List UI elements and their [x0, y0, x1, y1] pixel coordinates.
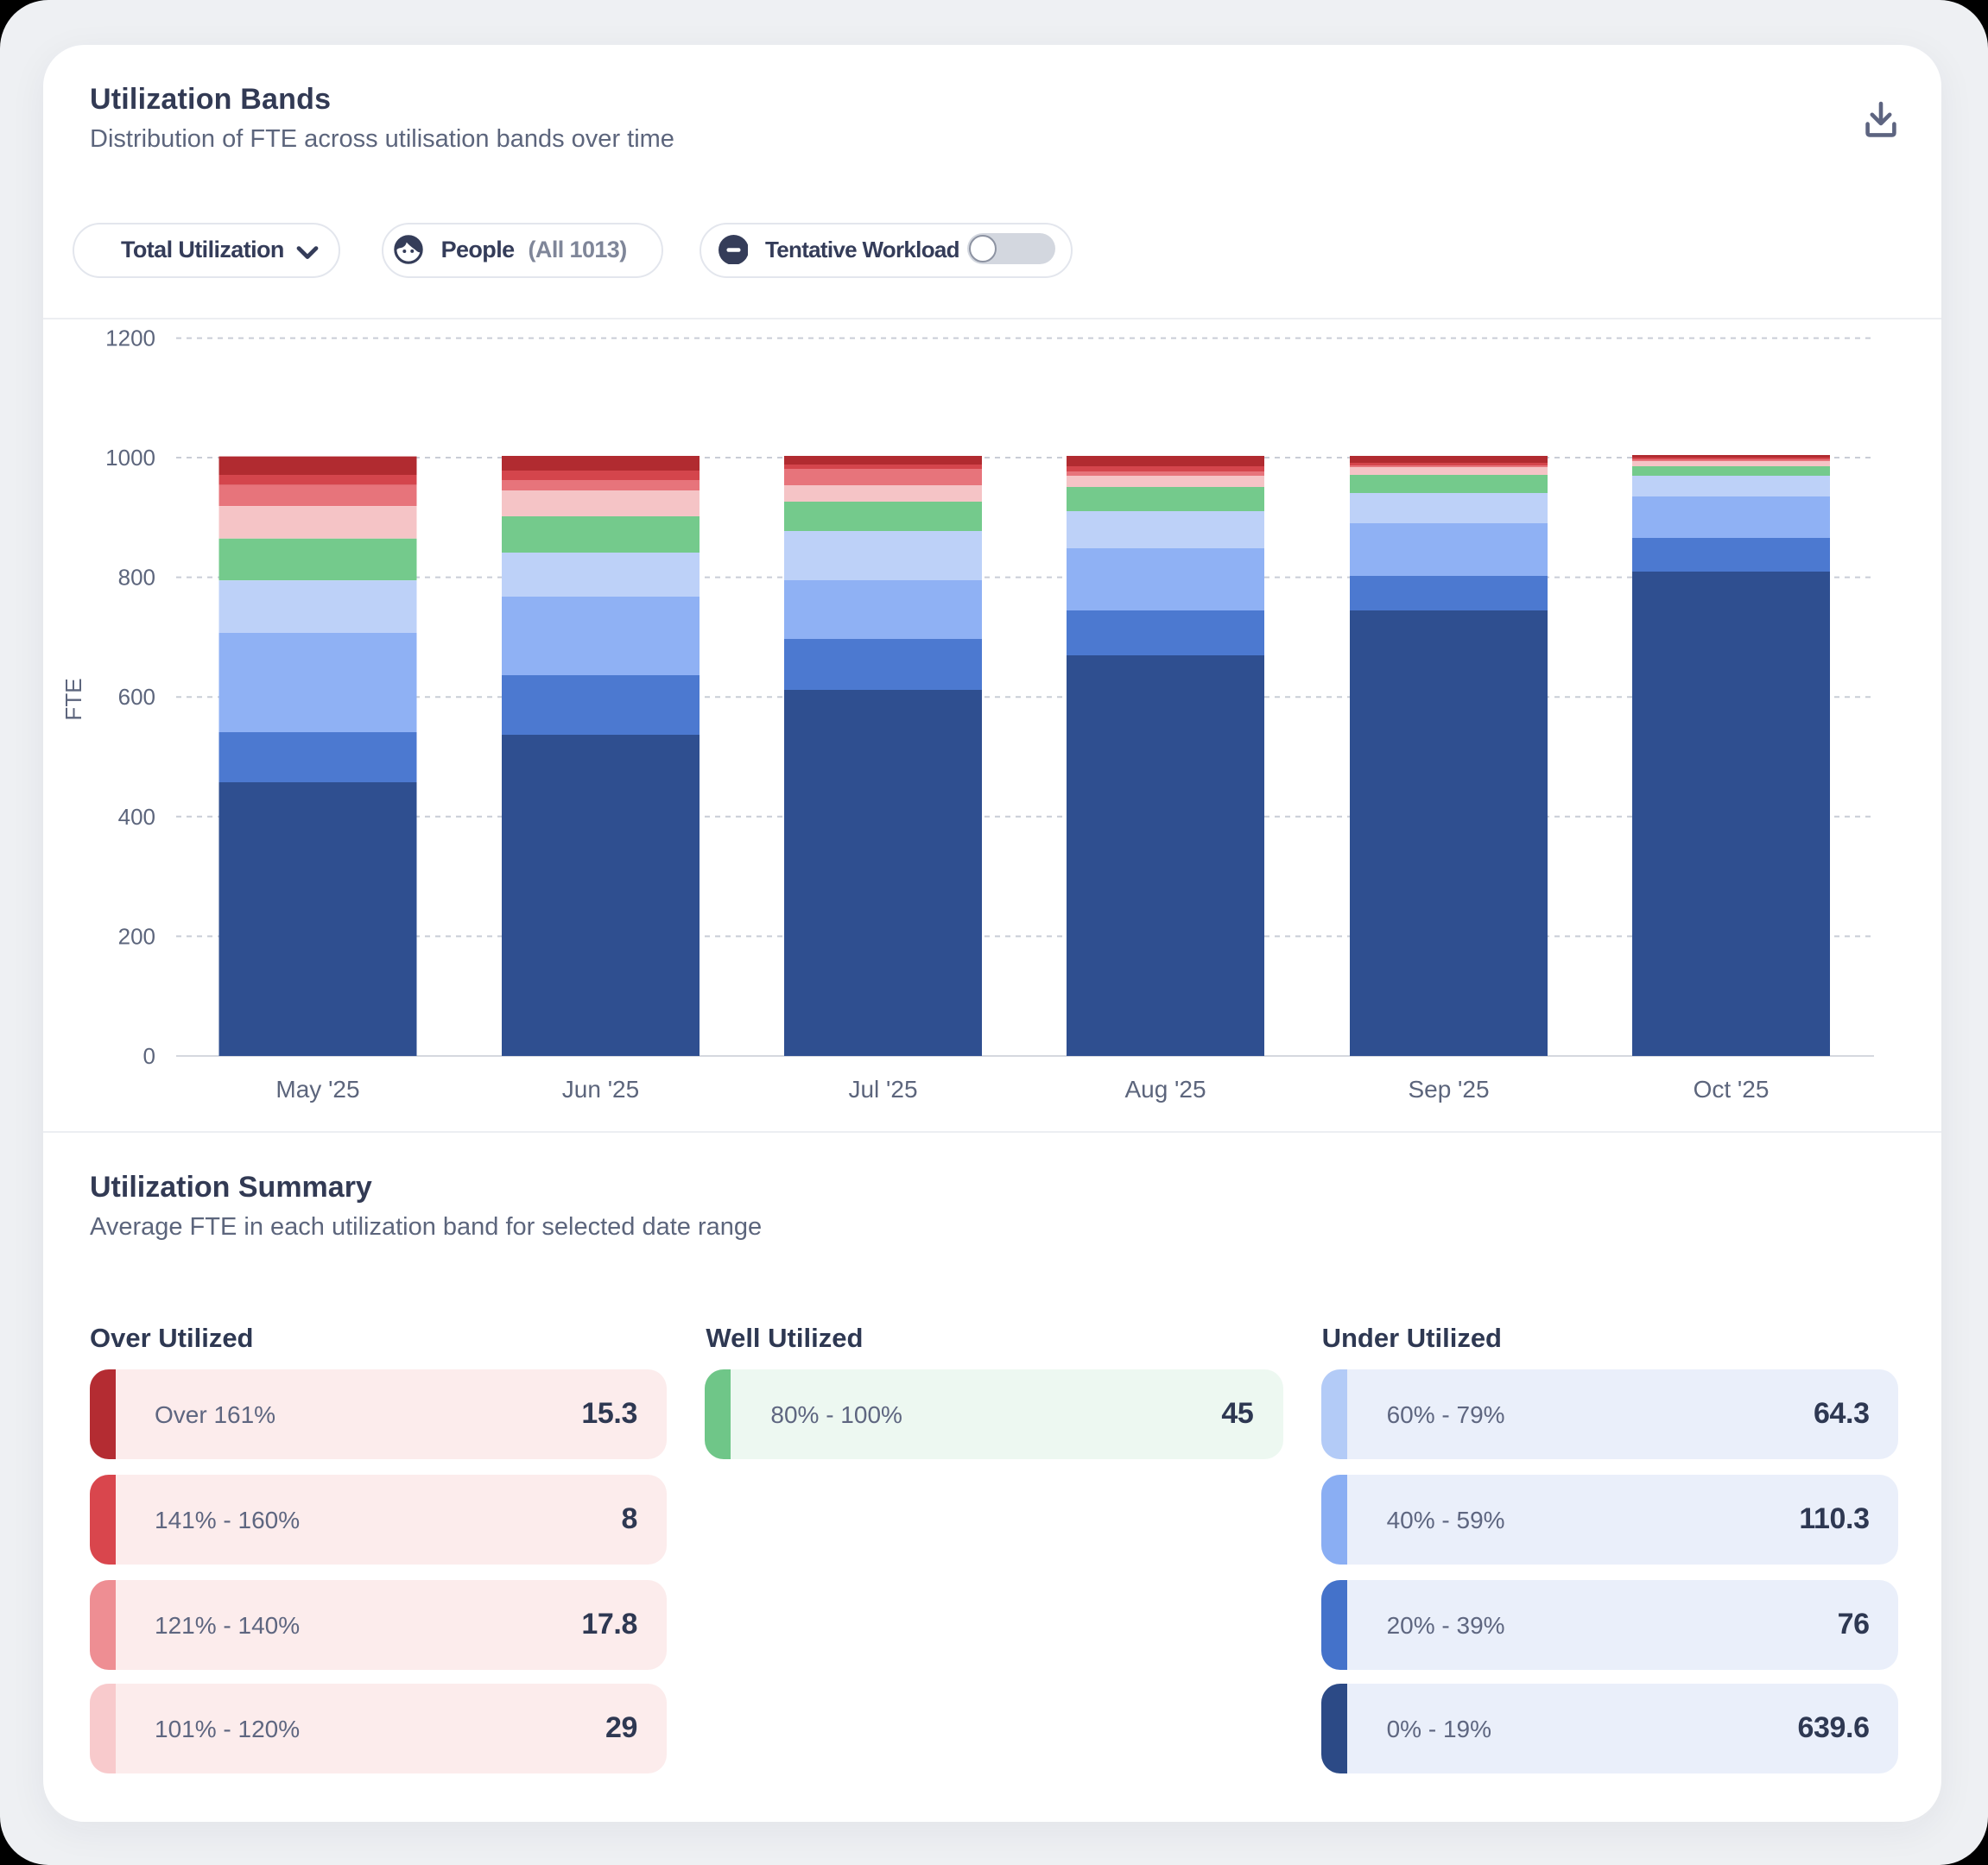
svg-text:May '25: May '25: [275, 1076, 359, 1103]
svg-text:Jun '25: Jun '25: [562, 1076, 639, 1103]
svg-text:Sep '25: Sep '25: [1408, 1076, 1489, 1103]
svg-text:Aug '25: Aug '25: [1124, 1076, 1206, 1103]
svg-text:800: 800: [118, 565, 155, 591]
svg-text:1000: 1000: [105, 445, 155, 471]
svg-text:200: 200: [118, 923, 155, 949]
svg-text:600: 600: [118, 684, 155, 710]
svg-text:Jul '25: Jul '25: [848, 1076, 917, 1103]
svg-text:400: 400: [118, 804, 155, 830]
svg-text:Oct '25: Oct '25: [1694, 1076, 1770, 1103]
svg-text:0: 0: [143, 1043, 155, 1069]
svg-text:1200: 1200: [105, 326, 155, 351]
svg-text:FTE: FTE: [60, 678, 86, 720]
